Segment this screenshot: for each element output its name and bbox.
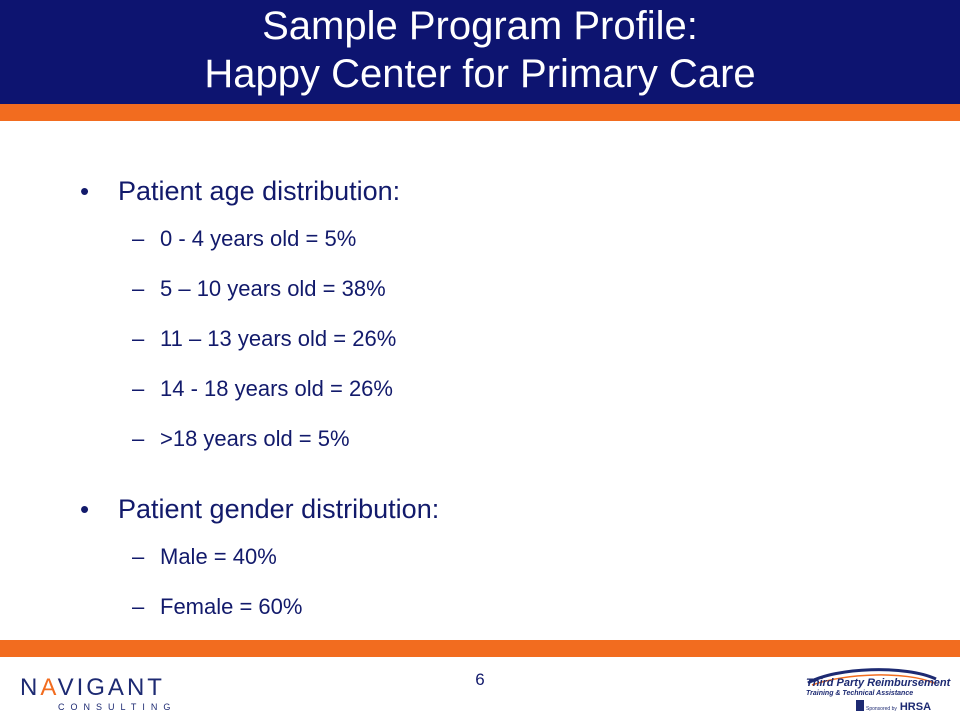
logo-line-1: Third Party Reimbursement <box>806 677 951 689</box>
sub-bullet-text: 0 - 4 years old = 5% <box>160 226 357 251</box>
sub-bullet-age-14-18: – 14 - 18 years old = 26% <box>80 364 900 414</box>
sub-bullet-text: 11 – 13 years old = 26% <box>160 326 397 351</box>
logo-letter-n: N <box>20 674 41 701</box>
logo-line-2: Training & Technical Assistance <box>806 690 914 697</box>
footer-accent-stripe <box>0 640 960 657</box>
section-spacer <box>80 464 900 486</box>
navigant-logo: NAVIGANT CONSULTING <box>20 676 180 716</box>
logo-sponsor: Sponsored by HRSA <box>866 701 931 713</box>
logo-wordmark: NAVIGANT <box>20 676 180 700</box>
page-number: 6 <box>475 670 485 689</box>
bullet-age-distribution: • Patient age distribution: <box>80 168 900 214</box>
sub-bullet-text: Male = 40% <box>160 544 277 569</box>
logo-letter-v: V <box>57 674 77 701</box>
dash: – <box>132 426 145 451</box>
slide-body: • Patient age distribution: – 0 - 4 year… <box>80 168 900 632</box>
bullet-heading: Patient age distribution: <box>118 176 401 206</box>
dash: – <box>132 594 145 619</box>
dash: – <box>132 326 145 351</box>
title-bar: Sample Program Profile: Happy Center for… <box>0 0 960 104</box>
bullet-gender-distribution: • Patient gender distribution: <box>80 486 900 532</box>
dash: – <box>132 226 145 251</box>
sub-bullet-age-0-4: – 0 - 4 years old = 5% <box>80 214 900 264</box>
logo-letters-igant: IGANT <box>76 674 165 701</box>
sub-bullet-female: – Female = 60% <box>80 582 900 632</box>
sub-bullet-age-over-18: – >18 years old = 5% <box>80 414 900 464</box>
title-line-2: Happy Center for Primary Care <box>204 52 756 96</box>
sponsor-label: Sponsored by <box>866 706 897 712</box>
hrsa-reimbursement-logo: Third Party Reimbursement Training & Tec… <box>806 665 950 717</box>
sub-bullet-age-11-13: – 11 – 13 years old = 26% <box>80 314 900 364</box>
bullet-dot: • <box>80 494 90 524</box>
slide-title: Sample Program Profile: Happy Center for… <box>0 2 960 98</box>
swoosh-icon <box>807 668 937 711</box>
sub-bullet-text: >18 years old = 5% <box>160 426 350 451</box>
sub-bullet-male: – Male = 40% <box>80 532 900 582</box>
dash: – <box>132 276 145 301</box>
sub-bullet-text: Female = 60% <box>160 594 303 619</box>
bullet-dot: • <box>80 176 90 206</box>
hrsa-label: HRSA <box>899 701 932 713</box>
logo-accent-a: A <box>40 674 58 701</box>
logo-subtitle: CONSULTING <box>58 702 177 712</box>
sub-bullet-text: 14 - 18 years old = 26% <box>160 376 393 401</box>
dash: – <box>132 376 145 401</box>
sub-bullet-age-5-10: – 5 – 10 years old = 38% <box>80 264 900 314</box>
title-line-1: Sample Program Profile: <box>262 4 698 48</box>
sub-bullet-text: 5 – 10 years old = 38% <box>160 276 386 301</box>
header-accent-stripe <box>0 104 960 121</box>
dash: – <box>132 544 145 569</box>
bullet-heading: Patient gender distribution: <box>118 494 440 524</box>
